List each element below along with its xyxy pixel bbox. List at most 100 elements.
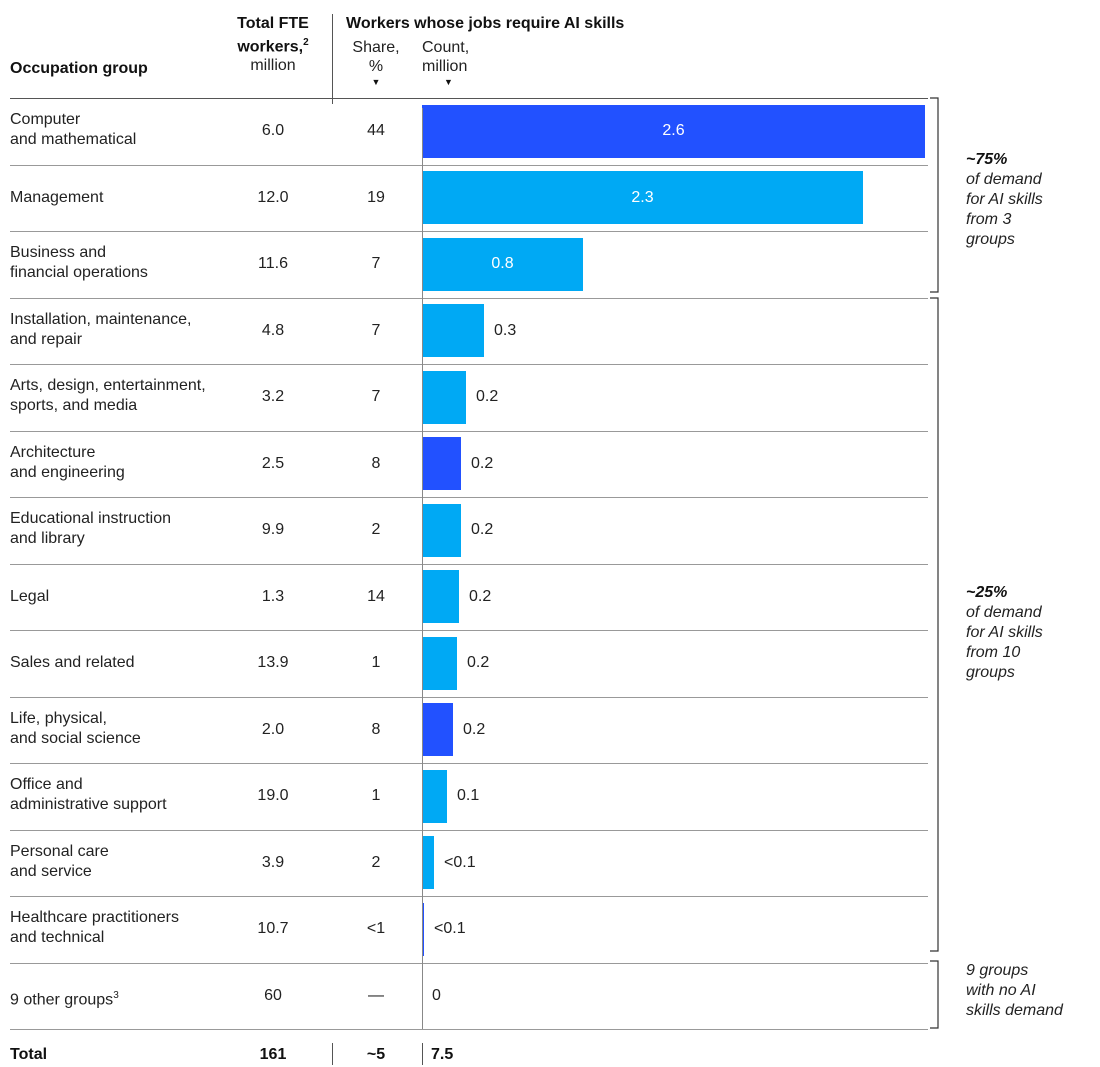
row-share-value: 14 bbox=[367, 587, 385, 605]
annotation-rest-10: ~25% of demand for AI skills from 10 gro… bbox=[966, 583, 1096, 683]
row-separator bbox=[10, 431, 928, 432]
row-label-line1: Legal bbox=[10, 587, 50, 605]
row-fte-value: 1.3 bbox=[261, 587, 285, 605]
row-fte-value: 19.0 bbox=[257, 787, 289, 805]
row-fte-value: 6.0 bbox=[261, 122, 285, 140]
row-share-value: 1 bbox=[371, 654, 381, 672]
row-label-line2: and service bbox=[10, 862, 92, 880]
bar-value-label: 0.2 bbox=[471, 454, 494, 472]
bar bbox=[422, 836, 434, 890]
row-label: Educational instruction and library bbox=[10, 509, 250, 549]
row-label: Architecture and engineering bbox=[10, 443, 250, 483]
row-label-line2: sports, and media bbox=[10, 397, 138, 415]
row-fte-value: 4.8 bbox=[261, 321, 285, 339]
row-separator bbox=[10, 763, 928, 764]
total-fte-header-line2: workers,2 bbox=[218, 33, 328, 56]
bar bbox=[422, 703, 453, 757]
annotation-top-3-line1: of demand bbox=[966, 171, 1042, 188]
annotation-top-3-line4: groups bbox=[966, 231, 1015, 248]
row-label: Office and administrative support bbox=[10, 775, 250, 815]
total-count: 7.5 bbox=[431, 1046, 454, 1063]
share-header-line1: Share, bbox=[352, 39, 400, 56]
row-share-value: 19 bbox=[367, 188, 385, 206]
row-share-value: 7 bbox=[371, 388, 381, 406]
bracket-other-groups bbox=[930, 297, 939, 952]
row-separator bbox=[10, 564, 928, 565]
bar-value-label: 0 bbox=[432, 986, 441, 1004]
footnote-2-marker: 2 bbox=[303, 37, 309, 48]
row-label-line1: Educational instruction bbox=[10, 510, 171, 528]
row-fte-value: 10.7 bbox=[257, 920, 289, 938]
row-share-value: 8 bbox=[371, 454, 381, 472]
row-label: Personal care and service bbox=[10, 842, 250, 882]
annotation-top-3-line2: for AI skills bbox=[966, 191, 1043, 208]
bar bbox=[422, 636, 457, 690]
row-label-line1: Management bbox=[10, 188, 104, 206]
row-separator bbox=[10, 830, 928, 831]
row-fte-value: 9.9 bbox=[261, 521, 285, 539]
row-label: Installation, maintenance, and repair bbox=[10, 310, 250, 350]
row-share-value: 7 bbox=[371, 321, 381, 339]
row-share-value: 7 bbox=[371, 255, 381, 273]
bracket-no-demand bbox=[930, 960, 939, 1029]
bar-value-label: 0.3 bbox=[494, 321, 517, 339]
annotation-rest-10-line3: from 10 bbox=[966, 644, 1021, 661]
row-share-value: 2 bbox=[371, 521, 381, 539]
annotation-no-demand-line3: skills demand bbox=[966, 1002, 1063, 1019]
bar bbox=[422, 503, 461, 557]
bar-value-label: <0.1 bbox=[434, 920, 466, 938]
bar bbox=[422, 171, 863, 225]
row-label-line1: Business and bbox=[10, 244, 107, 262]
row-share-value: 44 bbox=[367, 122, 385, 140]
count-header-line1: Count, bbox=[422, 39, 470, 56]
row-label-line1: Installation, maintenance, bbox=[10, 310, 192, 328]
row-label-line2: and social science bbox=[10, 729, 141, 747]
row-label: Life, physical, and social science bbox=[10, 709, 250, 749]
row-fte-value: 12.0 bbox=[257, 188, 289, 206]
annotation-rest-10-line2: for AI skills bbox=[966, 624, 1043, 641]
row-share-value: — bbox=[368, 986, 384, 1004]
row-share-value: 2 bbox=[371, 853, 381, 871]
row-label: Management bbox=[10, 188, 250, 208]
bar bbox=[422, 370, 466, 424]
bar-value-label: 2.3 bbox=[631, 188, 654, 206]
annotation-no-demand: 9 groups with no AI skills demand bbox=[966, 961, 1096, 1021]
total-fte-header: Total FTE workers,2 million bbox=[218, 14, 328, 75]
row-label-line1: Healthcare practitioners bbox=[10, 909, 179, 927]
group-brackets bbox=[930, 97, 939, 1029]
annotation-no-demand-line1: 9 groups bbox=[966, 962, 1029, 979]
total-share: ~5 bbox=[366, 1046, 386, 1063]
row-separator bbox=[10, 697, 928, 698]
row-fte-value: 13.9 bbox=[257, 654, 289, 672]
row-label: Legal bbox=[10, 587, 250, 607]
row-separator bbox=[10, 1029, 928, 1030]
row-label-line2: and engineering bbox=[10, 463, 125, 481]
row-fte-value: 11.6 bbox=[258, 255, 288, 273]
row-separator bbox=[10, 364, 928, 365]
annotation-top-3-pct: ~75% bbox=[966, 151, 1008, 168]
annotation-rest-10-line1: of demand bbox=[966, 604, 1042, 621]
occupation-header: Occupation group bbox=[10, 60, 148, 77]
annotation-no-demand-line2: with no AI bbox=[966, 982, 1036, 999]
count-header-line2: million bbox=[422, 58, 468, 75]
footnote-3-marker: 3 bbox=[113, 989, 119, 1001]
row-share-value: 8 bbox=[371, 720, 381, 738]
bar-value-label: 0.2 bbox=[463, 720, 486, 738]
bar-value-label: <0.1 bbox=[444, 853, 476, 871]
row-label: Arts, design, entertainment, sports, and … bbox=[10, 376, 250, 416]
row-label-line1: Arts, design, entertainment, bbox=[10, 377, 206, 395]
total-label: Total bbox=[10, 1046, 48, 1063]
share-header-line2: % bbox=[368, 58, 384, 75]
row-label-line1: Architecture bbox=[10, 443, 96, 461]
row-fte-value: 2.5 bbox=[261, 454, 285, 472]
row-separator bbox=[10, 963, 928, 964]
row-label-line1: Life, physical, bbox=[10, 709, 107, 727]
bar bbox=[422, 570, 459, 624]
row-label-line2: and library bbox=[10, 530, 85, 548]
row-separator bbox=[10, 630, 928, 631]
row-label: Computer and mathematical bbox=[10, 110, 250, 150]
bar-value-label: 0.8 bbox=[491, 255, 514, 273]
annotation-rest-10-pct: ~25% bbox=[966, 584, 1008, 601]
bar bbox=[422, 304, 484, 358]
share-header: Share, % ▼ bbox=[340, 38, 412, 88]
